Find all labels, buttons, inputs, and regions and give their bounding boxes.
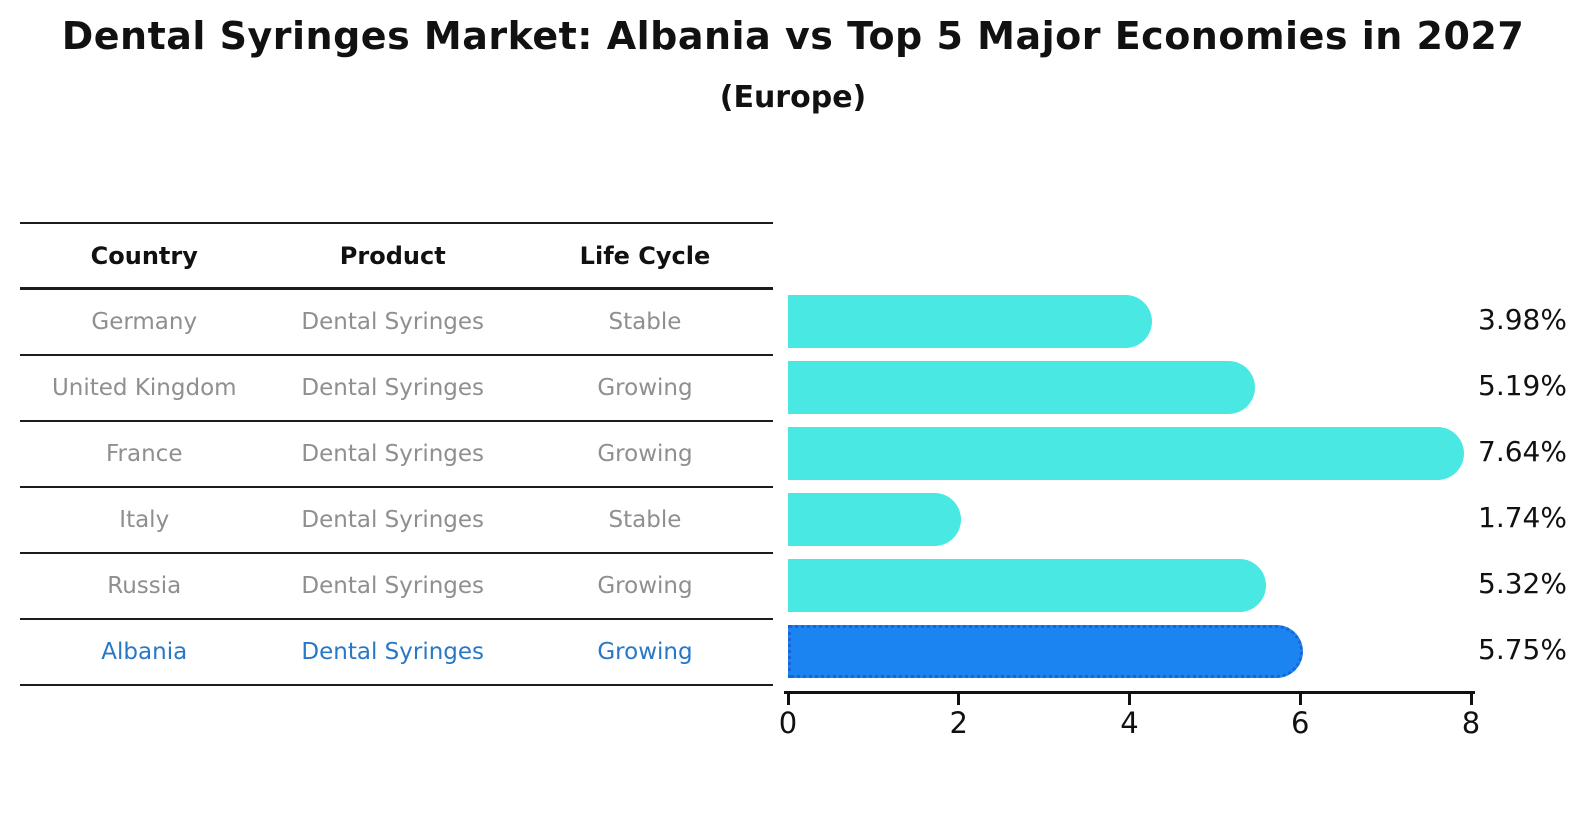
x-tick-label-6: 6 — [1291, 706, 1310, 740]
cell-lifecycle: Growing — [597, 375, 693, 401]
bar-france — [788, 426, 1464, 480]
bar-italy — [788, 492, 961, 546]
cell-country: Russia — [107, 573, 182, 599]
column-header-country: Country — [90, 241, 198, 270]
cell-lifecycle: Growing — [597, 441, 693, 467]
table-row-russia: Russia Dental Syringes Growing — [20, 554, 773, 620]
bar-germany — [788, 294, 1152, 348]
table-row-albania: Albania Dental Syringes Growing — [20, 620, 773, 686]
cell-product: Dental Syringes — [301, 375, 485, 401]
x-axis — [784, 691, 1475, 694]
x-tick-label-2: 2 — [949, 706, 968, 740]
cell-lifecycle: Growing — [597, 573, 693, 599]
table-row-italy: Italy Dental Syringes Stable — [20, 488, 773, 554]
x-tick-label-8: 8 — [1461, 706, 1481, 740]
x-tick-mark-0 — [786, 694, 790, 705]
cell-lifecycle: Growing — [597, 639, 693, 665]
cell-country: United Kingdom — [51, 375, 237, 401]
chart-title: Dental Syringes Market: Albania vs Top 5… — [61, 14, 1525, 58]
cell-lifecycle: Stable — [608, 507, 682, 533]
column-header-lifecycle: Life Cycle — [579, 241, 711, 270]
column-header-product: Product — [339, 241, 446, 270]
x-tick-mark-4 — [1128, 694, 1131, 705]
table-row-france: France Dental Syringes Growing — [20, 422, 773, 488]
table-row-germany: Germany Dental Syringes Stable — [20, 290, 773, 356]
bar-russia — [788, 558, 1266, 612]
table-header-row: Country Product Life Cycle — [20, 224, 773, 290]
cell-country: Germany — [91, 309, 198, 335]
x-tick-mark-6 — [1298, 694, 1302, 705]
bar-united-kingdom — [788, 360, 1255, 414]
value-label-united-kingdom: 5.19% — [1478, 369, 1567, 402]
cell-product: Dental Syringes — [301, 441, 485, 467]
cell-product: Dental Syringes — [301, 309, 485, 335]
cell-country: Albania — [101, 639, 188, 665]
x-tick-mark-2 — [957, 694, 961, 705]
table-row-united-kingdom: United Kingdom Dental Syringes Growing — [20, 356, 773, 422]
cell-lifecycle: Stable — [608, 309, 682, 335]
bar-albania — [788, 624, 1303, 678]
comparison-table: Country Product Life Cycle Germany Dental… — [20, 222, 773, 686]
value-label-russia: 5.32% — [1478, 567, 1567, 600]
x-tick-mark-8 — [1469, 694, 1473, 705]
value-label-germany: 3.98% — [1478, 303, 1567, 336]
value-label-albania: 5.75% — [1478, 633, 1567, 666]
cell-country: Italy — [119, 507, 170, 533]
value-label-italy: 1.74% — [1478, 501, 1567, 534]
x-tick-label-0: 0 — [778, 706, 798, 740]
cell-product: Dental Syringes — [301, 507, 485, 533]
cell-product: Dental Syringes — [301, 573, 485, 599]
value-label-france: 7.64% — [1478, 435, 1567, 468]
chart-subtitle: (Europe) — [719, 80, 867, 115]
table-body: Germany Dental Syringes Stable United Kingd… — [20, 290, 773, 686]
cell-product: Dental Syringes — [301, 639, 485, 665]
x-tick-label-4: 4 — [1120, 706, 1139, 740]
cell-country: France — [106, 441, 183, 467]
